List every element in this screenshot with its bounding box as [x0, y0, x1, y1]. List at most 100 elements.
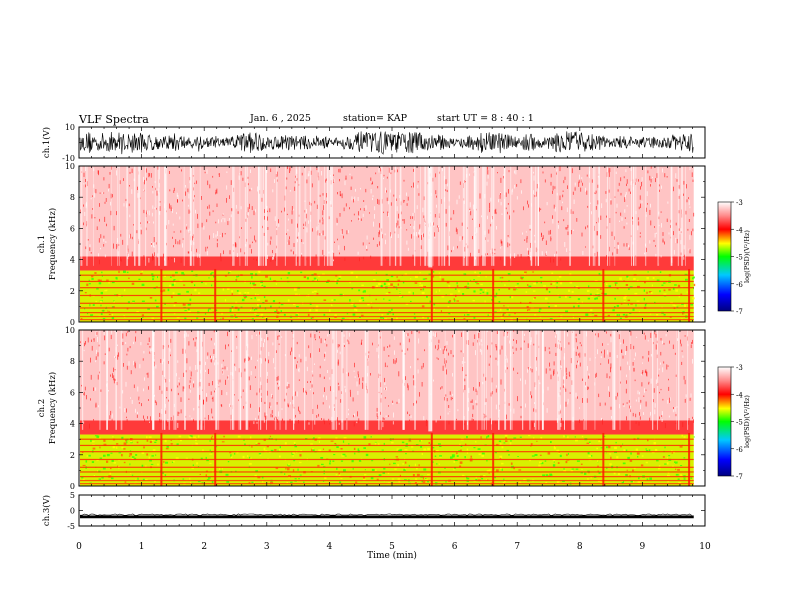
- speckle: [620, 177, 622, 182]
- speckle: [306, 208, 307, 214]
- speckle: [93, 184, 95, 188]
- speckle: [606, 466, 608, 470]
- speckle: [602, 343, 603, 346]
- speckle: [230, 180, 232, 185]
- speckle: [114, 369, 116, 371]
- speckle: [587, 225, 589, 228]
- speckle: [209, 211, 211, 216]
- speckle: [595, 297, 598, 300]
- speckle: [329, 405, 330, 409]
- speckle: [487, 314, 489, 317]
- speckle: [321, 233, 322, 236]
- speckle: [672, 287, 675, 290]
- speckle: [346, 418, 348, 422]
- speckle: [477, 448, 481, 450]
- speckle: [608, 285, 612, 288]
- speckle: [677, 284, 681, 288]
- speckle: [524, 239, 526, 241]
- band-mid: [80, 420, 694, 435]
- speckle: [454, 459, 458, 462]
- speckle: [450, 217, 452, 221]
- speckle: [398, 213, 399, 219]
- speckle: [103, 235, 105, 239]
- speckle: [516, 283, 519, 285]
- speckle: [146, 439, 149, 442]
- speckle: [319, 233, 321, 236]
- burst-streak: [657, 330, 658, 430]
- speckle: [597, 465, 599, 468]
- speckle: [642, 356, 644, 359]
- speckle: [240, 248, 242, 253]
- burst-streak: [564, 330, 565, 430]
- speckle: [397, 220, 399, 226]
- speckle: [171, 388, 172, 392]
- speckle: [108, 390, 109, 392]
- speckle: [545, 368, 547, 374]
- speckle: [685, 278, 688, 281]
- speckle: [675, 374, 677, 377]
- speckle: [212, 175, 214, 178]
- speckle: [319, 331, 320, 333]
- speckle: [444, 467, 446, 469]
- speckle: [692, 276, 695, 279]
- speckle: [348, 340, 350, 345]
- speckle: [398, 226, 400, 229]
- speckle: [251, 187, 253, 190]
- speckle: [588, 373, 590, 377]
- speckle: [519, 436, 522, 438]
- speckle: [565, 367, 567, 373]
- burst-streak: [204, 330, 205, 430]
- speckle: [126, 419, 128, 422]
- speckle: [612, 309, 615, 312]
- speckle: [648, 291, 652, 293]
- speckle: [548, 291, 551, 293]
- speckle: [127, 254, 129, 257]
- speckle: [372, 197, 373, 201]
- speckle: [108, 347, 110, 352]
- speckle: [131, 282, 135, 285]
- speckle: [516, 184, 518, 187]
- speckle: [166, 421, 168, 424]
- speckle: [533, 297, 535, 300]
- speckle: [226, 367, 228, 371]
- speckle: [630, 344, 632, 350]
- burst-streak: [512, 330, 513, 430]
- speckle: [448, 421, 450, 425]
- speckle: [620, 366, 622, 371]
- speckle: [366, 235, 368, 240]
- speckle: [326, 395, 327, 400]
- speckle: [92, 304, 95, 306]
- speckle: [639, 412, 640, 416]
- speckle: [298, 420, 299, 424]
- speckle: [512, 346, 514, 349]
- burst-streak: [232, 166, 234, 266]
- speckle: [608, 172, 610, 178]
- speckle: [91, 345, 93, 351]
- speckle: [679, 189, 681, 195]
- speckle: [654, 301, 656, 304]
- speckle: [316, 226, 318, 232]
- speckle: [582, 182, 583, 186]
- speckle: [90, 252, 92, 254]
- speckle: [372, 181, 373, 184]
- speckle: [572, 229, 574, 231]
- burst-streak: [238, 330, 240, 430]
- speckle: [95, 402, 97, 408]
- speckle: [507, 211, 508, 215]
- x-tick-label: 8: [577, 542, 583, 552]
- speckle: [472, 342, 474, 346]
- speckle: [586, 174, 588, 177]
- speckle: [133, 224, 134, 226]
- speckle: [579, 419, 580, 423]
- speckle: [232, 244, 234, 247]
- speckle: [111, 166, 112, 170]
- speckle: [378, 282, 381, 286]
- speckle: [261, 358, 262, 364]
- speckle: [278, 343, 280, 346]
- speckle: [188, 341, 190, 346]
- speckle: [469, 173, 470, 176]
- speckle: [330, 440, 334, 442]
- speckle: [116, 170, 117, 176]
- speckle: [466, 451, 469, 454]
- speckle: [411, 331, 413, 335]
